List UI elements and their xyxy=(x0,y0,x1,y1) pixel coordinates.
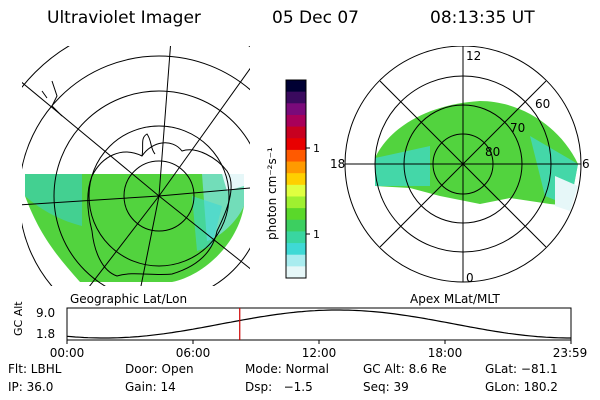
colorbar-band xyxy=(286,80,306,93)
mlt-label-bottom: 0 xyxy=(466,271,474,285)
timeline-xtick-label: 06:00 xyxy=(176,346,211,360)
magnetic-polar-panel: 12 6 0 18 60 70 80 xyxy=(330,46,590,285)
colorbar-band xyxy=(286,231,306,244)
colorbar: 100 10 photon cm⁻²s⁻¹ xyxy=(265,79,320,279)
mlt-label-left: 18 xyxy=(330,157,345,171)
altitude-curve xyxy=(66,309,571,339)
colorbar-band xyxy=(286,149,306,163)
footer-door: Door: Open xyxy=(125,362,194,376)
mlat-label-60: 60 xyxy=(535,97,550,111)
colorbar-band xyxy=(286,91,306,104)
colorbar-band xyxy=(286,184,306,197)
geographic-map-panel xyxy=(22,46,250,286)
mlat-label-70: 70 xyxy=(510,121,525,135)
mlt-label-top: 12 xyxy=(466,49,481,63)
timeline-ytick-bottom: 1.8 xyxy=(36,327,55,341)
colorbar-band xyxy=(286,208,306,221)
colorbar-band xyxy=(286,196,306,209)
colorbar-band xyxy=(286,161,306,174)
footer-ip: IP: 36.0 xyxy=(8,380,54,394)
footer-gc-alt: GC Alt: 8.6 Re xyxy=(363,362,447,376)
colorbar-band xyxy=(286,243,306,256)
colorbar-band xyxy=(286,114,306,128)
colorbar-band xyxy=(286,138,306,151)
colorbar-band xyxy=(286,254,306,267)
colorbar-unit-label: photon cm⁻²s⁻¹ xyxy=(265,147,279,240)
colorbar-band xyxy=(286,219,306,232)
timeline-xticks: 00:00 06:00 12:00 18:00 23:59 xyxy=(50,340,588,360)
mlt-lines xyxy=(345,46,581,282)
magnetic-panel-label: Apex MLat/MLT xyxy=(410,292,500,306)
colorbar-band xyxy=(286,103,306,116)
colorbar-gradient xyxy=(286,80,306,279)
timeline-xtick-label: 12:00 xyxy=(302,346,337,360)
timeline-xtick-label: 00:00 xyxy=(50,346,85,360)
meridian-lines xyxy=(22,46,250,286)
colorbar-band xyxy=(286,126,306,139)
timeline-ylabel: GC Alt xyxy=(12,301,25,336)
footer-mode: Mode: Normal xyxy=(245,362,329,376)
timeline-ytick-top: 9.0 xyxy=(36,306,55,320)
timeline-xtick-label: 23:59 xyxy=(553,346,588,360)
latitude-circles xyxy=(22,46,250,286)
mlt-label-right: 6 xyxy=(582,157,590,171)
footer-seq: Seq: 39 xyxy=(363,380,409,394)
geographic-panel-label: Geographic Lat/Lon xyxy=(70,292,188,306)
date-label: 05 Dec 07 xyxy=(272,8,359,28)
timeline-frame xyxy=(66,307,572,341)
timeline-xtick-label: 18:00 xyxy=(428,346,463,360)
coastlines xyxy=(41,80,232,277)
footer-glat: GLat: −81.1 xyxy=(485,362,558,376)
footer-filter: Flt: LBHL xyxy=(8,362,62,376)
altitude-timeline: GC Alt 9.0 1.8 00:00 06:00 12:00 18:00 23:59 xyxy=(12,301,588,360)
colorbar-band xyxy=(286,266,306,279)
colorbar-band xyxy=(286,173,306,186)
footer-dsp: Dsp: −1.5 xyxy=(245,380,313,394)
mlat-label-80: 80 xyxy=(485,145,500,159)
instrument-title: Ultraviolet Imager xyxy=(47,8,201,28)
colorbar-tick-label-10: 10 xyxy=(313,228,320,241)
time-label: 08:13:35 UT xyxy=(430,8,535,28)
footer-glon: GLon: 180.2 xyxy=(485,380,558,394)
colorbar-tick-label-100: 100 xyxy=(313,142,320,155)
footer-gain: Gain: 14 xyxy=(125,380,176,394)
